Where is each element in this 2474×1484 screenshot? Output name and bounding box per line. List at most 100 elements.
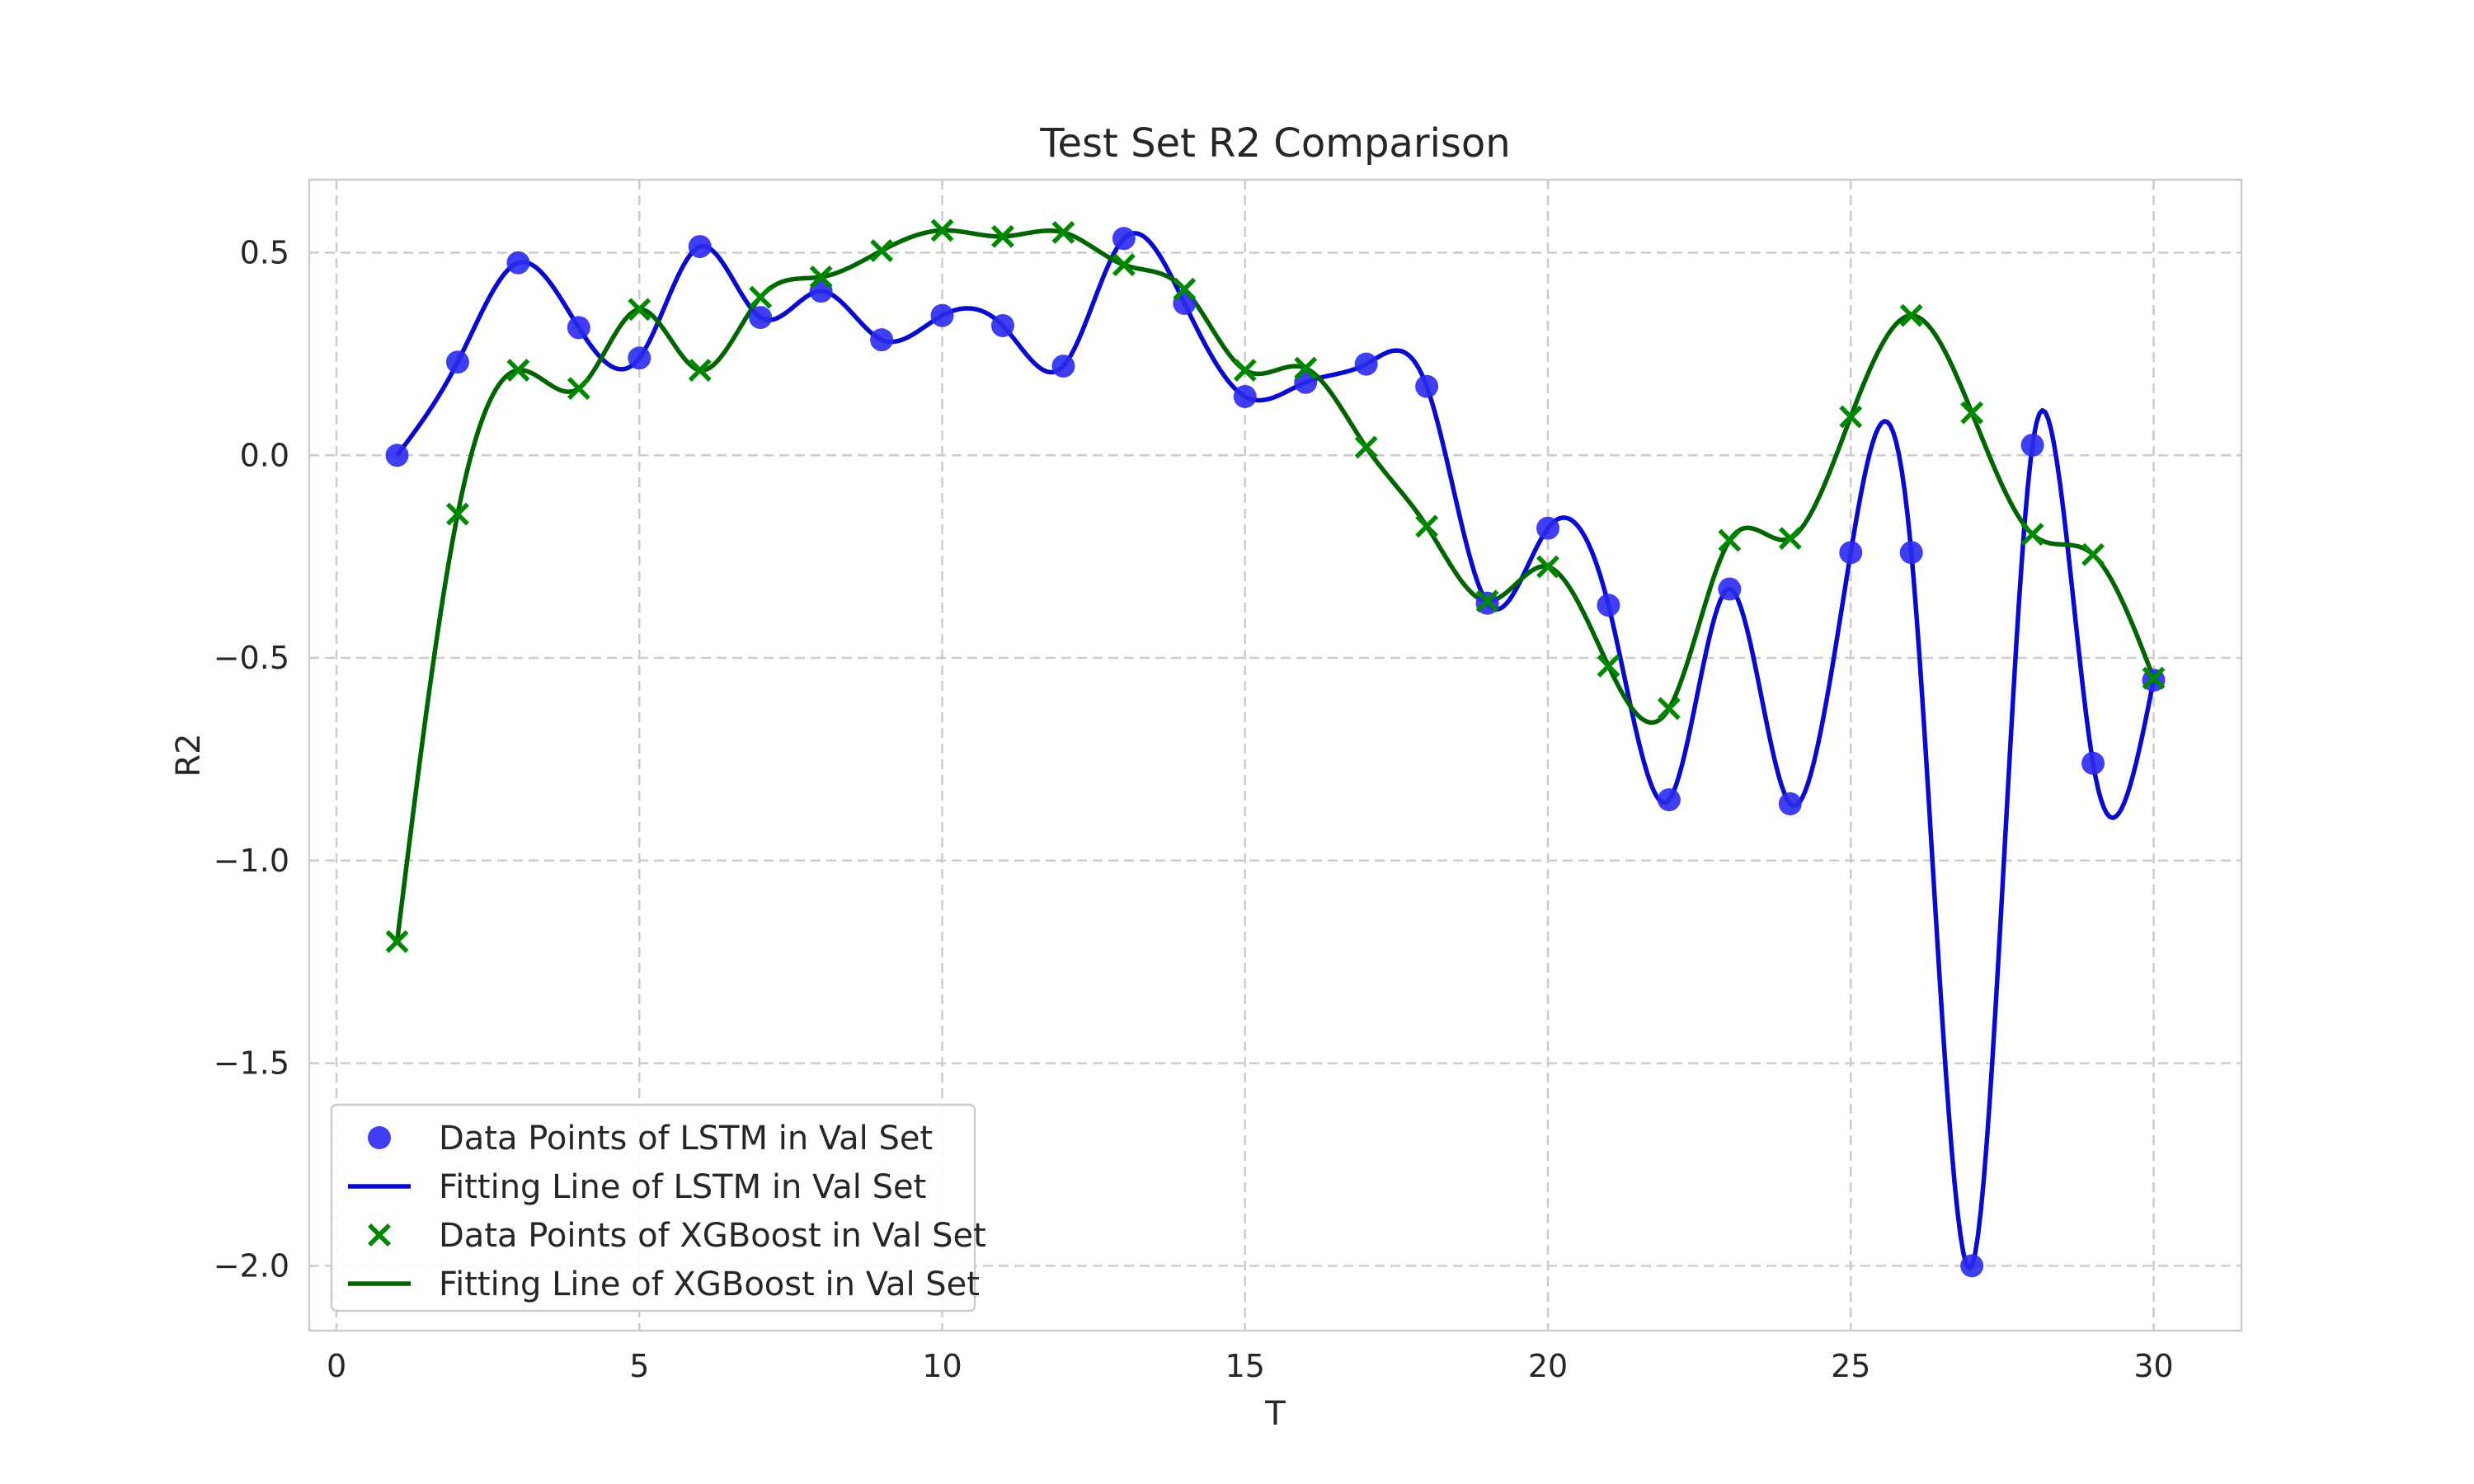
xgboost-marker-stroke — [809, 265, 833, 289]
xgboost-data-point — [749, 285, 773, 309]
x-tick-label: 15 — [1225, 1348, 1265, 1384]
xgboost-data-point — [506, 359, 530, 382]
xgboost-marker-stroke — [1294, 356, 1318, 380]
xgboost-data-point — [1657, 697, 1681, 721]
xgboost-marker-stroke — [446, 502, 469, 526]
xgboost-marker-stroke — [1718, 528, 1742, 552]
xgboost-data-point — [1718, 528, 1742, 552]
xgboost-data-point — [688, 359, 712, 382]
lstm-data-point — [1233, 384, 1257, 408]
xgboost-data-point — [1112, 253, 1136, 277]
fitting-line-3 — [394, 228, 2157, 942]
y-tick-label: −1.0 — [214, 843, 289, 879]
data-points — [385, 218, 2166, 1278]
legend-label: Data Points of XGBoost in Val Set — [439, 1217, 986, 1255]
xgboost-data-point — [567, 377, 590, 401]
xgboost-marker-stroke — [506, 359, 530, 382]
xgboost-marker-stroke — [1597, 654, 1620, 678]
xgboost-data-point — [991, 224, 1014, 248]
lstm-data-point — [1718, 577, 1742, 601]
x-tick-label: 20 — [1528, 1348, 1568, 1384]
xgboost-data-point — [2142, 666, 2166, 690]
xgboost-data-point — [930, 218, 954, 242]
xgboost-data-point — [1233, 359, 1257, 382]
lstm-data-point — [2081, 751, 2105, 775]
xgboost-marker-stroke — [930, 218, 954, 242]
xgboost-data-point — [2020, 523, 2044, 547]
xgboost-marker-stroke — [567, 377, 590, 401]
xgboost-marker-stroke — [2142, 666, 2166, 690]
lstm-data-point — [2020, 433, 2044, 457]
lstm-data-point — [688, 235, 712, 259]
xgboost-data-point — [1475, 589, 1499, 613]
lstm-data-point — [1415, 374, 1439, 398]
tick-labels: 0 5 10 15 20 25 30 −2.0 −1.5 −1.0 −0.5 0.0 0.5 — [214, 234, 2174, 1384]
lstm-data-point — [385, 444, 409, 467]
xgboost-marker-stroke — [385, 930, 409, 954]
y-axis-label: R2 — [170, 733, 208, 777]
xgboost-data-point — [1294, 356, 1318, 380]
xgboost-marker-stroke — [991, 224, 1014, 248]
xgboost-marker-stroke — [2020, 523, 2044, 547]
y-tick-label: −0.5 — [214, 640, 289, 676]
lstm-data-point — [990, 313, 1014, 337]
xgboost-marker-stroke — [1778, 527, 1802, 550]
xgboost-data-point — [809, 265, 833, 289]
xgboost-data-point — [1778, 527, 1802, 550]
xgboost-marker-stroke — [1899, 303, 1923, 327]
legend-label: Data Points of LSTM in Val Set — [439, 1120, 933, 1158]
lstm-data-point — [1354, 352, 1378, 376]
y-tick-label: −2.0 — [214, 1247, 289, 1284]
lstm-data-point — [567, 316, 590, 340]
y-tick-label: 0.0 — [240, 437, 289, 473]
xgboost-marker-stroke — [2081, 542, 2105, 566]
xgboost-data-point — [628, 298, 651, 322]
xgboost-data-point — [1899, 303, 1923, 327]
plot-frame — [308, 178, 2243, 1332]
lstm-data-point — [1839, 541, 1863, 565]
xgboost-data-point — [1173, 277, 1197, 301]
xgboost-data-point — [1354, 435, 1378, 459]
legend-label: Fitting Line of XGBoost in Val Set — [439, 1266, 980, 1303]
legend-label: Fitting Line of LSTM in Val Set — [439, 1168, 926, 1206]
xgboost-marker-stroke — [1233, 359, 1257, 382]
lstm-data-point — [1778, 791, 1802, 815]
legend-circle-swatch — [368, 1126, 391, 1149]
xgboost-data-point — [1051, 220, 1075, 244]
xgboost-marker-stroke — [1112, 253, 1136, 277]
lstm-data-point — [1112, 227, 1136, 251]
lstm-data-point — [1051, 355, 1075, 378]
xgboost-data-point — [446, 502, 469, 526]
x-tick-label: 0 — [327, 1348, 346, 1384]
xgboost-marker-stroke — [1839, 405, 1863, 429]
xgboost-marker-stroke — [1475, 589, 1499, 613]
xgboost-marker-stroke — [1960, 401, 1984, 425]
xgboost-marker-stroke — [1536, 555, 1559, 579]
xgboost-marker-stroke — [688, 359, 712, 382]
y-tick-label: −1.5 — [214, 1045, 289, 1082]
xgboost-data-point — [1415, 514, 1439, 538]
chart-title: Test Set R2 Comparison — [1039, 120, 1510, 167]
xgboost-data-point — [870, 239, 894, 262]
x-tick-label: 30 — [2133, 1348, 2173, 1384]
xgboost-marker-stroke — [1354, 435, 1378, 459]
xgboost-marker-stroke — [628, 298, 651, 322]
lstm-data-point — [1536, 516, 1560, 540]
legend-box — [330, 1103, 976, 1313]
xgboost-marker-stroke — [1051, 220, 1075, 244]
xgboost-marker-stroke — [870, 239, 894, 262]
lstm-data-point — [1597, 594, 1620, 618]
legend-x-swatch — [368, 1223, 391, 1247]
xgboost-data-point — [1960, 401, 1984, 425]
lstm-data-point — [445, 350, 469, 374]
lstm-data-point — [749, 306, 773, 330]
xgboost-data-point — [1536, 555, 1559, 579]
x-tick-label: 10 — [922, 1348, 962, 1384]
xgboost-data-point — [1597, 654, 1620, 678]
xgboost-data-point — [1839, 405, 1863, 429]
xgboost-data-point — [2081, 542, 2105, 566]
lstm-data-point — [930, 303, 954, 327]
xgboost-marker-stroke — [1415, 514, 1439, 538]
lstm-data-point — [628, 346, 651, 370]
